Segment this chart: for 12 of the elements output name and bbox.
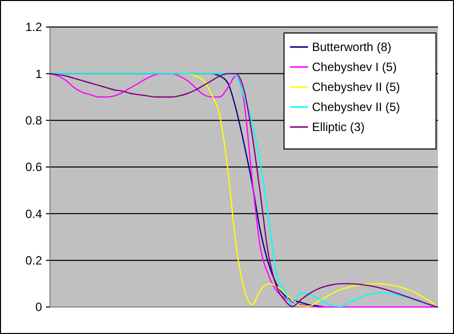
y-tick-label: 0.4 bbox=[25, 206, 42, 221]
y-tick-label: 0.2 bbox=[25, 254, 42, 268]
legend-label: Elliptic (3) bbox=[312, 120, 365, 134]
y-tick-label: 0.6 bbox=[25, 160, 42, 174]
legend-label: Chebyshev I (5) bbox=[312, 60, 397, 74]
legend-label: Butterworth (8) bbox=[312, 40, 392, 54]
y-tick-label: 1.2 bbox=[25, 20, 42, 34]
legend-label: Chebyshev II (5) bbox=[312, 100, 400, 114]
y-tick-label: 0.8 bbox=[25, 114, 42, 128]
y-tick-label: 0 bbox=[35, 300, 42, 314]
legend-label: Chebyshev II (5) bbox=[312, 80, 400, 94]
y-tick-label: 1 bbox=[35, 66, 42, 81]
